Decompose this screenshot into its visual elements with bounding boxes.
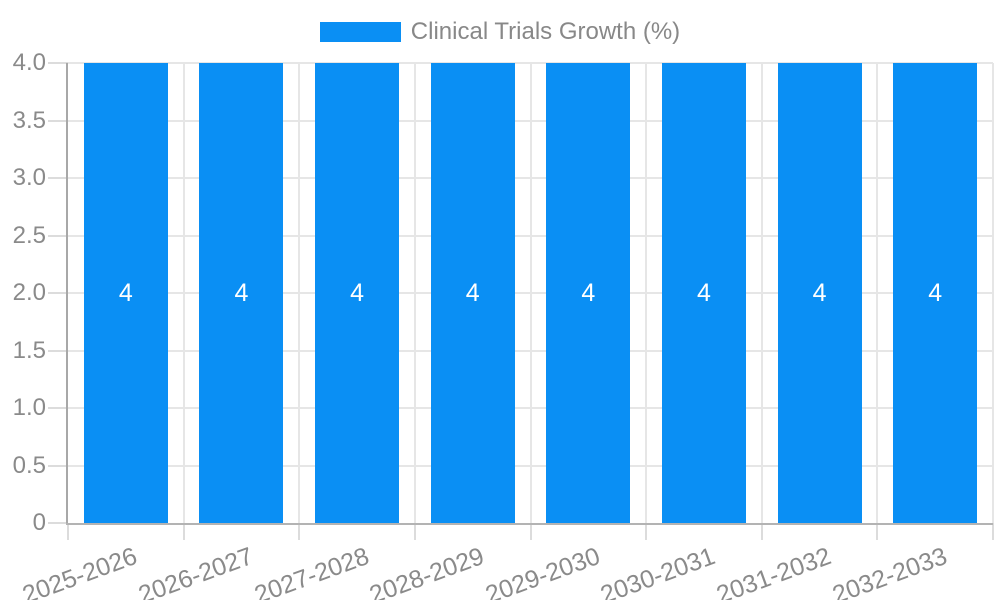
x-axis-tick [413,523,416,540]
bar-value-label: 4 [465,279,480,307]
bar[interactable]: 4 [661,63,746,523]
x-axis-tick [645,523,648,540]
y-axis-tick [48,349,68,352]
y-axis-tick [48,234,68,237]
x-axis-tick-label: 2025-2026 [19,542,142,600]
legend-item[interactable]: Clinical Trials Growth (%) [319,18,681,45]
x-axis-tick [298,523,301,540]
y-axis-tick [48,62,68,64]
gridline-vertical [529,63,532,523]
chart-legend: Clinical Trials Growth (%) [0,19,1000,45]
legend-swatch [319,22,401,42]
x-axis-tick-label: 2027-2028 [250,542,373,600]
bar[interactable]: 4 [199,63,284,523]
bar-value-label: 4 [696,279,711,307]
y-axis-tick [48,522,68,524]
y-axis-tick-label: 0.5 [12,451,46,479]
y-axis-tick [48,407,68,409]
x-axis-tick [67,523,69,540]
gridline-vertical [760,63,763,523]
gridline-vertical [182,63,185,523]
bar-value-label: 4 [928,279,943,307]
bar[interactable]: 4 [83,63,168,523]
y-axis-tick-label: 1.5 [12,336,46,364]
y-axis-tick [48,464,68,467]
x-axis-tick-label: 2028-2029 [365,542,488,600]
bar[interactable]: 4 [315,63,400,523]
bar[interactable]: 4 [893,63,978,523]
y-axis-tick-label: 3.0 [12,164,46,191]
x-axis-tick-label: 2030-2031 [597,542,720,600]
bar[interactable]: 4 [777,63,862,523]
x-axis-tick [529,523,532,540]
gridline-vertical [645,63,648,523]
y-axis-tick [48,292,68,294]
bar[interactable]: 4 [546,63,631,523]
plot-area: 4 4 4 4 4 4 4 4 0 0.5 1.0 1.5 2.0 2.5 3.0 3.5 4.0 2025-2… [13,51,994,600]
y-axis-tick-label: 4.0 [12,49,46,76]
bar-value-label: 4 [234,279,249,307]
y-axis-tick [48,119,68,122]
x-axis-line [66,523,993,525]
x-axis-tick [992,523,994,540]
y-axis-tick-label: 2.0 [12,279,46,306]
y-axis-tick-label: 3.5 [12,106,46,134]
x-axis-tick [760,523,763,540]
y-axis-tick-label: 0 [32,509,46,536]
y-axis-tick-label: 1.0 [12,394,46,421]
x-axis-tick [876,523,879,540]
gridline-vertical [992,63,994,523]
gridline-vertical [298,63,301,523]
bar-value-label: 4 [118,279,133,307]
bar-value-label: 4 [581,279,596,307]
x-axis-tick-label: 2026-2027 [134,542,257,600]
gridline-vertical [413,63,416,523]
bar[interactable]: 4 [430,63,515,523]
y-axis-line [66,63,68,525]
x-axis-tick-label: 2032-2033 [828,542,951,600]
x-axis-tick-label: 2029-2030 [481,542,604,600]
y-axis-tick [48,177,68,179]
bar-value-label: 4 [350,279,365,307]
x-axis-tick [182,523,185,540]
y-axis-tick-label: 2.5 [12,221,46,249]
legend-label: Clinical Trials Growth (%) [410,18,681,45]
bar-value-label: 4 [812,279,827,307]
x-axis-tick-label: 2031-2032 [712,542,835,600]
gridline-vertical [876,63,879,523]
